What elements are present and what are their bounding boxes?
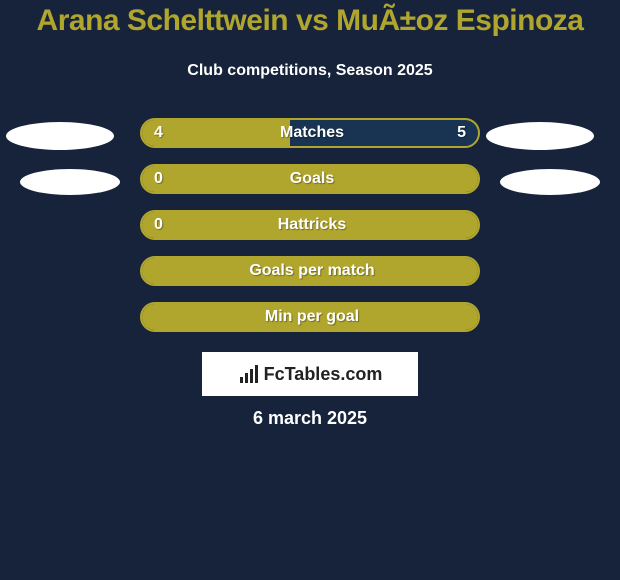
- stat-bar: Matches4 5: [140, 118, 480, 148]
- stat-label: Goals per match: [142, 258, 482, 284]
- stat-bar: Goals per match: [140, 256, 480, 286]
- stat-bar: Hattricks0: [140, 210, 480, 240]
- stat-left-value: 4: [154, 120, 163, 146]
- comparison-infographic: Arana Schelttwein vs MuÃ±oz Espinoza Clu…: [0, 0, 620, 580]
- left-ellipse: [20, 169, 120, 195]
- site-logo: FcTables.com: [202, 352, 418, 396]
- stat-bar: Min per goal: [140, 302, 480, 332]
- stat-label: Matches: [142, 120, 482, 146]
- stat-right-value: 5: [457, 120, 466, 146]
- stat-row: Goals0: [0, 164, 620, 194]
- stat-row: Goals per match: [0, 256, 620, 286]
- date-text: 6 march 2025: [0, 408, 620, 429]
- bars-icon: [238, 365, 260, 383]
- site-logo-text: FcTables.com: [238, 364, 383, 385]
- stat-bar: Goals0: [140, 164, 480, 194]
- stat-row: Hattricks0: [0, 210, 620, 240]
- stat-left-value: 0: [154, 212, 163, 238]
- stat-left-value: 0: [154, 166, 163, 192]
- site-logo-label: FcTables.com: [264, 364, 383, 385]
- right-ellipse: [500, 169, 600, 195]
- stat-row: Matches4 5: [0, 118, 620, 148]
- right-ellipse: [486, 122, 594, 150]
- page-subtitle: Club competitions, Season 2025: [0, 62, 620, 80]
- stat-row: Min per goal: [0, 302, 620, 332]
- left-ellipse: [6, 122, 114, 150]
- stat-label: Goals: [142, 166, 482, 192]
- stat-label: Min per goal: [142, 304, 482, 330]
- page-title: Arana Schelttwein vs MuÃ±oz Espinoza: [0, 4, 620, 38]
- stat-label: Hattricks: [142, 212, 482, 238]
